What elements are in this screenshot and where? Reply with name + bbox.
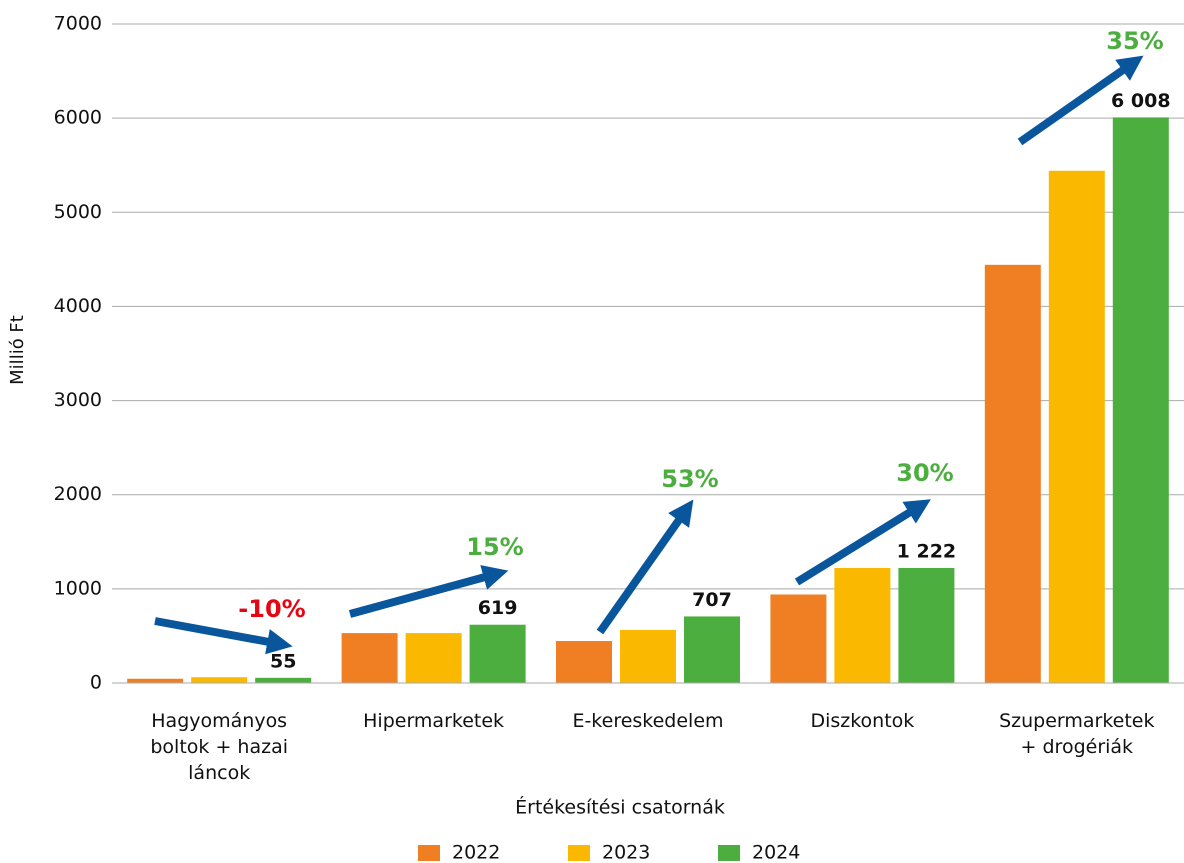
y-tick-label: 0 (90, 672, 102, 694)
value-label: 707 (692, 589, 732, 611)
annotation: 53% (661, 465, 718, 493)
bar (984, 264, 1041, 683)
bar (1048, 170, 1105, 684)
x-tick-label: E-kereskedelem (572, 710, 724, 732)
y-tick-label: 5000 (54, 201, 102, 223)
y-tick-label: 4000 (54, 295, 102, 317)
legend-swatch (418, 845, 440, 861)
y-tick-label: 7000 (54, 13, 102, 35)
annotation: 35% (1106, 27, 1163, 55)
legend-swatch (718, 845, 740, 861)
bar (620, 629, 676, 683)
value-label: 6 008 (1111, 90, 1171, 112)
y-axis-title: Millió Ft (7, 315, 28, 385)
y-tick-label: 3000 (54, 389, 102, 411)
bar (556, 641, 612, 683)
legend-label: 2024 (752, 842, 800, 863)
legend-label: 2022 (452, 842, 500, 863)
bar (255, 677, 312, 683)
legend-label: 2023 (602, 842, 650, 863)
bar (684, 616, 740, 683)
x-tick-label: Diszkontok (810, 710, 915, 732)
y-tick-label: 1000 (54, 577, 102, 599)
bar (191, 677, 248, 683)
y-tick-label: 2000 (54, 483, 102, 505)
x-tick-label: Szupermarketek + drogériák (999, 710, 1155, 758)
trend-arrow (154, 617, 293, 655)
legend-swatch (568, 845, 590, 861)
trend-arrow (348, 565, 509, 618)
y-tick-label: 6000 (54, 107, 102, 129)
value-label: 1 222 (897, 540, 957, 562)
bar (469, 624, 526, 683)
bar (405, 633, 462, 683)
bar (341, 633, 398, 683)
bar (770, 594, 827, 683)
value-label: 55 (270, 650, 296, 672)
bar (834, 567, 891, 683)
x-tick-label: Hagyományos boltok + hazai láncok (150, 710, 288, 784)
trend-arrow (596, 499, 694, 635)
bar (898, 567, 955, 683)
value-label: 619 (478, 597, 518, 619)
x-axis-title: Értékesítési csatornák (515, 796, 725, 819)
annotation: 30% (896, 459, 953, 487)
bar (1112, 117, 1169, 684)
annotation: -10% (238, 595, 305, 623)
trend-arrow (1017, 55, 1144, 146)
annotation: 15% (466, 533, 523, 561)
trend-arrow (794, 499, 931, 586)
bar (127, 678, 184, 683)
x-tick-label: Hipermarketek (363, 710, 505, 732)
